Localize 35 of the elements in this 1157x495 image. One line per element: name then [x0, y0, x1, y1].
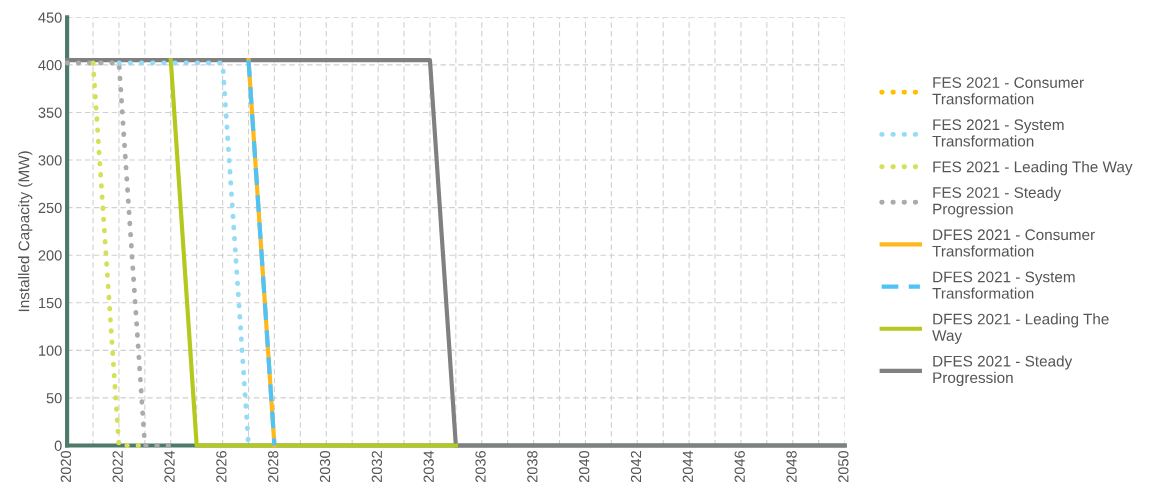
- x-tick-label: 2036: [475, 451, 486, 483]
- y-tick-label: 200: [38, 250, 62, 261]
- y-axis-title: Installed Capacity (MW): [18, 151, 33, 312]
- x-tick-label: 2042: [630, 451, 642, 483]
- x-tick-label: 2026: [216, 451, 227, 483]
- legend-label: DFES 2021 - Steady Progression: [933, 355, 1073, 387]
- x-tick-label: 2034: [423, 450, 434, 483]
- legend-label: FES 2021 - Leading The Way: [933, 161, 1133, 176]
- y-tick-label: 400: [38, 60, 62, 71]
- x-tick-label: 2024: [164, 450, 175, 483]
- y-tick-label: 150: [39, 297, 62, 309]
- legend-label: DFES 2021 - Consumer Transformation: [932, 229, 1095, 257]
- legend-label: DFES 2021 - System Transformation: [932, 271, 1075, 299]
- x-tick-label: 2030: [319, 450, 331, 483]
- y-tick-label: 250: [38, 202, 62, 214]
- y-tick-label: 350: [38, 107, 62, 118]
- x-tick-label: 2048: [786, 450, 797, 483]
- legend-label: DFES 2021 - Leading The Way: [932, 313, 1109, 344]
- x-tick-label: 2022: [112, 451, 123, 483]
- legend-label: FES 2021 - Steady Progression: [933, 186, 1062, 218]
- y-tick-label: 50: [46, 393, 62, 404]
- y-tick-label: 0: [54, 440, 62, 451]
- y-tick-label: 300: [38, 155, 62, 166]
- x-tick-label: 2040: [579, 450, 590, 483]
- legend-label: FES 2021 - Consumer Transformation: [932, 77, 1084, 105]
- x-tick-label: 2032: [371, 451, 383, 483]
- x-tick-label: 2046: [734, 451, 745, 483]
- x-tick-label: 2020: [60, 450, 72, 483]
- x-tick-label: 2028: [268, 450, 279, 483]
- x-tick-label: 2038: [527, 450, 538, 483]
- y-tick-label: 100: [39, 345, 62, 356]
- y-tick-label: 450: [38, 12, 62, 23]
- legend-label: FES 2021 - System Transformation: [932, 119, 1064, 147]
- x-tick-label: 2050: [838, 450, 849, 483]
- x-tick-label: 2044: [682, 450, 694, 483]
